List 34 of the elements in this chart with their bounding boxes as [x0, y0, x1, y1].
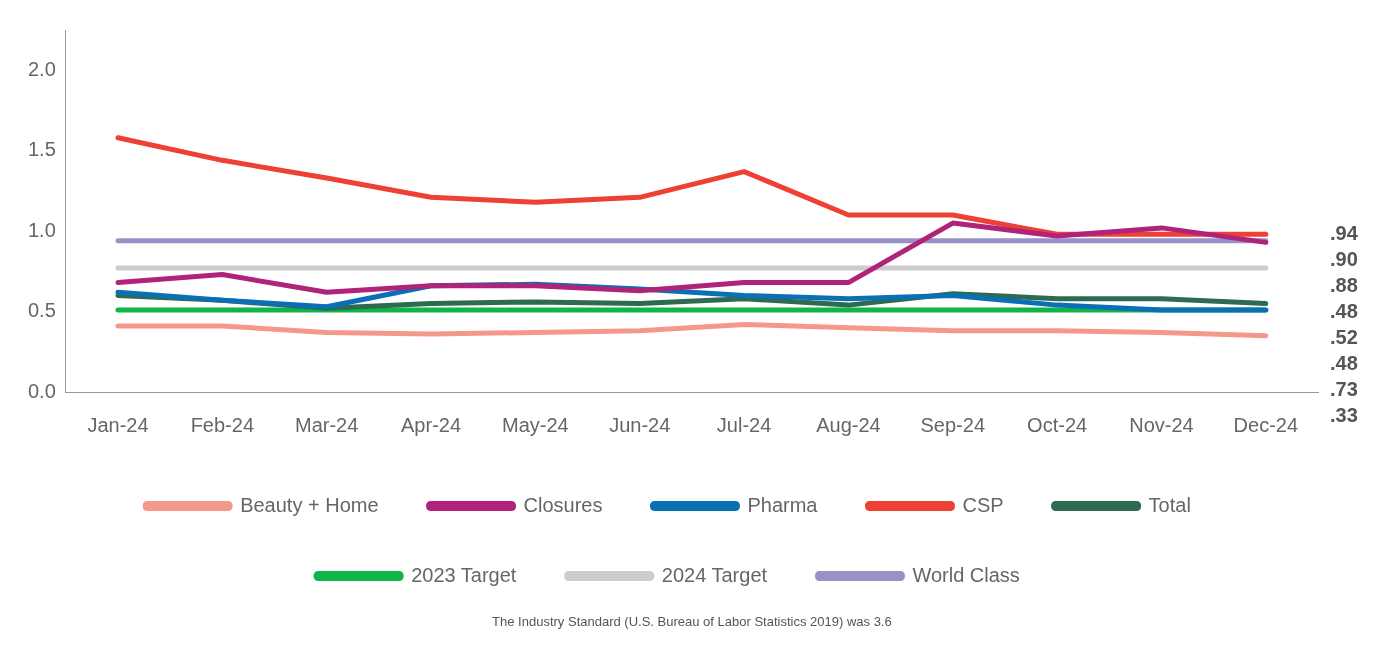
x-tick-label: May-24	[502, 413, 569, 436]
x-tick-label: Mar-24	[295, 413, 359, 436]
x-tick-label: Aug-24	[816, 413, 881, 436]
y-tick-label: 1.5	[27, 138, 56, 161]
x-tick-label: Jun-24	[609, 413, 671, 436]
y-tick-label: 0.5	[27, 299, 56, 322]
text: .48	[1330, 351, 1358, 374]
y-tick-label: 0.0	[27, 379, 56, 402]
x-tick-label: Dec-24	[1233, 413, 1299, 436]
text: .73	[1330, 377, 1358, 400]
y-tick-label: 2.0	[27, 57, 56, 80]
legend-label: CSP	[962, 493, 1004, 516]
text: The Industry Standard (U.S. Bureau of Labor Statistics 2019) was 3.6	[492, 613, 892, 629]
legend-label: 2023 Target	[411, 563, 517, 586]
x-tick-label: Oct-24	[1027, 413, 1088, 436]
legend-label: Beauty + Home	[240, 493, 379, 516]
x-tick-label: Apr-24	[401, 413, 462, 436]
y-tick-label: 1.0	[27, 218, 56, 241]
legend-label: Pharma	[747, 493, 819, 516]
x-tick-label: Feb-24	[190, 413, 255, 436]
text: .90	[1330, 247, 1358, 270]
legend-label: Closures	[523, 493, 603, 516]
x-tick-label: Nov-24	[1129, 413, 1194, 436]
text: .33	[1330, 403, 1358, 426]
text: .48	[1330, 299, 1358, 322]
legend-label: World Class	[912, 563, 1020, 586]
text: .88	[1330, 273, 1358, 296]
legend-label: 2024 Target	[661, 563, 768, 586]
text: .52	[1330, 325, 1358, 348]
text: .94	[1330, 221, 1359, 244]
x-tick-label: Jan-24	[87, 413, 149, 436]
x-tick-label: Sep-24	[920, 413, 986, 436]
legend-label: Total	[1148, 493, 1191, 516]
x-tick-label: Jul-24	[716, 413, 772, 436]
